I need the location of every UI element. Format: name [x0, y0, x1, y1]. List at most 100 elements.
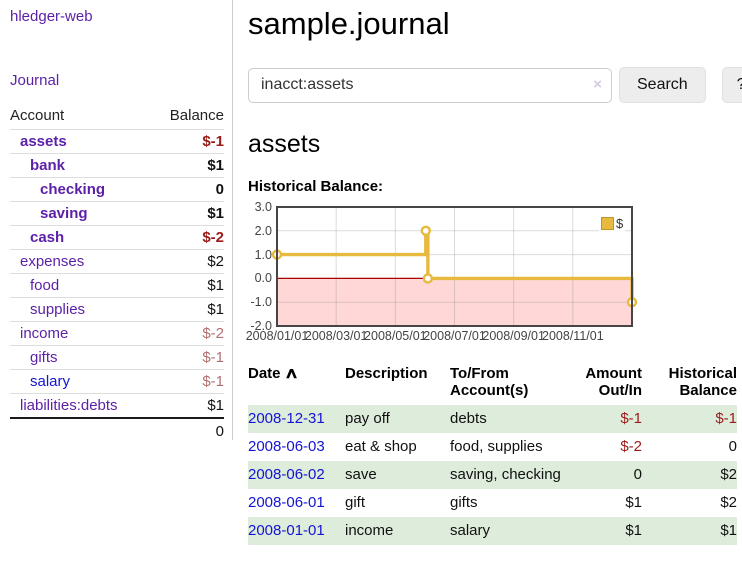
account-link-supplies[interactable]: supplies	[30, 301, 86, 318]
register-description: pay off	[345, 410, 390, 427]
accounts-table-header: Account Balance	[10, 103, 224, 130]
search-box: ×	[248, 67, 612, 103]
account-link-salary[interactable]: salary	[30, 373, 71, 390]
account-balance: 0	[215, 181, 224, 198]
register-row: 2008-06-02 save saving, checking 0 $2	[248, 461, 737, 489]
legend-label: $	[616, 216, 624, 231]
x-axis-label: 2008/05/01	[364, 329, 427, 343]
x-axis-label: 2008/07/01	[423, 329, 486, 343]
account-balance: $-2	[202, 325, 224, 342]
register-description: gift	[345, 494, 366, 511]
register-balance: 0	[728, 438, 737, 455]
accounts-header-balance: Balance	[169, 107, 224, 124]
page-title: sample.journal	[248, 6, 450, 41]
x-axis-label: 2008/11/01	[542, 329, 604, 343]
y-axis-label: 3.0	[254, 200, 272, 214]
sidebar: hledger-web Journal Account Balance asse…	[0, 0, 232, 444]
register-amount: 0	[633, 466, 642, 483]
account-balance: $-1	[202, 133, 224, 150]
account-balance: $2	[207, 253, 224, 270]
account-balance: $-1	[202, 349, 224, 366]
legend-swatch-icon	[601, 217, 614, 230]
x-axis-label: 2008/01/01	[245, 329, 309, 343]
account-link-checking[interactable]: checking	[40, 181, 106, 198]
register-accounts: saving, checking	[450, 466, 561, 483]
register-row: 2008-12-31 pay off debts $-1 $-1	[248, 405, 737, 433]
search-input[interactable]	[248, 67, 612, 103]
register-amount: $-2	[620, 438, 642, 455]
chart-plot-area	[271, 206, 638, 327]
register-date-link[interactable]: 2008-01-01	[248, 522, 325, 539]
y-axis-label: 0.0	[254, 271, 272, 286]
accounts-header-account: Account	[10, 107, 65, 124]
sidebar-divider	[232, 0, 233, 440]
register-header-row: Date ∧ Description To/From Account(s) Amou…	[248, 365, 737, 405]
register-date-link[interactable]: 2008-06-01	[248, 494, 325, 511]
chart-legend: $	[599, 215, 626, 232]
chart-title: Historical Balance:	[248, 178, 384, 195]
sort-asc-icon: ∧	[283, 365, 299, 382]
account-row: expenses $2	[10, 250, 224, 274]
account-link-income[interactable]: income	[20, 325, 69, 342]
account-balance: $1	[207, 277, 224, 294]
register-accounts: salary	[450, 522, 491, 539]
account-balance: $1	[207, 301, 224, 318]
brand-link[interactable]: hledger-web	[10, 8, 93, 25]
search-button[interactable]: Search	[619, 67, 706, 103]
clear-search-icon[interactable]: ×	[593, 75, 602, 93]
account-row: gifts $-1	[10, 346, 224, 370]
register-row: 2008-06-01 gift gifts $1 $2	[248, 489, 737, 517]
register-balance: $-1	[715, 410, 737, 427]
register-balance: $1	[720, 522, 737, 539]
y-axis-label: -2.0	[250, 319, 272, 333]
register-balance: $2	[720, 466, 737, 483]
register-description: income	[345, 522, 394, 539]
account-row: salary $-1	[10, 370, 224, 394]
register-accounts: food, supplies	[450, 438, 543, 455]
accounts-table: Account Balance assets $-1 bank $1 checking 0…	[10, 103, 224, 444]
account-row: liabilities:debts $1	[10, 394, 224, 418]
register-amount: $-1	[620, 410, 642, 427]
account-link-food[interactable]: food	[30, 277, 60, 294]
account-row: checking 0	[10, 178, 224, 202]
register-date-link[interactable]: 2008-12-31	[248, 410, 325, 427]
historical-balance-chart: 3.0 2.0 1.0 0.0 -1.0 -2.0 2008/01/01 2008/03/0…	[245, 200, 688, 347]
account-link-liabilities-debts[interactable]: liabilities:debts	[20, 397, 118, 414]
account-link-cash[interactable]: cash	[30, 229, 65, 246]
account-row: bank $1	[10, 154, 224, 178]
account-row: saving $1	[10, 202, 224, 226]
register-date-link[interactable]: 2008-06-02	[248, 466, 325, 483]
help-button[interactable]: ?	[721, 67, 742, 103]
register-amount: $1	[625, 494, 642, 511]
y-axis-label: 2.0	[254, 223, 272, 238]
account-link-assets[interactable]: assets	[20, 133, 67, 150]
register-description: save	[345, 466, 377, 483]
account-balance: $-1	[202, 373, 224, 390]
account-row: income $-2	[10, 322, 224, 346]
register-date-link[interactable]: 2008-06-03	[248, 438, 325, 455]
accounts-total-balance: 0	[215, 423, 224, 440]
account-row: food $1	[10, 274, 224, 298]
register-header-balance: Historical Balance	[668, 365, 737, 399]
account-link-saving[interactable]: saving	[40, 205, 88, 222]
account-balance: $1	[207, 205, 224, 222]
y-axis-label: -1.0	[250, 295, 272, 310]
accounts-total-row: 0	[10, 418, 224, 444]
account-row: supplies $1	[10, 298, 224, 322]
main-content: sample.journal × Search ? assets Histori…	[245, 0, 742, 545]
account-balance: $1	[207, 397, 224, 414]
account-heading: assets	[248, 130, 321, 158]
register-row: 2008-06-03 eat & shop food, supplies $-2 0	[248, 433, 737, 461]
register-header-description: Description	[345, 365, 428, 382]
sidebar-item-journal[interactable]: Journal	[10, 72, 60, 89]
register-header-date[interactable]: Date ∧	[248, 365, 299, 382]
account-link-expenses[interactable]: expenses	[20, 253, 85, 270]
x-axis-label: 2008/09/01	[482, 329, 545, 343]
register-row: 2008-01-01 income salary $1 $1	[248, 517, 737, 545]
account-link-gifts[interactable]: gifts	[30, 349, 58, 366]
register-accounts: debts	[450, 410, 487, 427]
account-link-bank[interactable]: bank	[30, 157, 66, 174]
x-axis-label: 2008/03/01	[304, 329, 368, 343]
register-amount: $1	[625, 522, 642, 539]
account-balance: $1	[207, 157, 224, 174]
